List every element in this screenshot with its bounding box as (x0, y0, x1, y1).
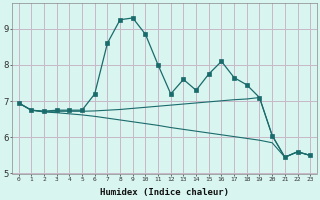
X-axis label: Humidex (Indice chaleur): Humidex (Indice chaleur) (100, 188, 229, 197)
